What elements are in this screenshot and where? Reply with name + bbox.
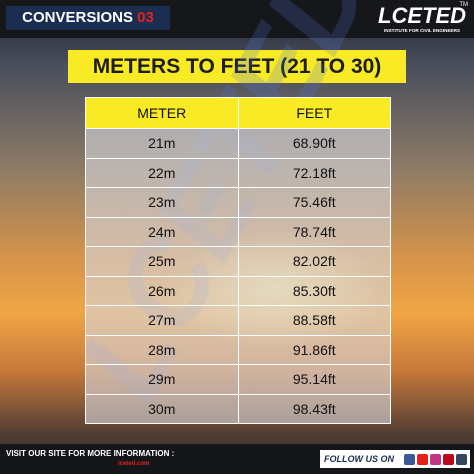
social-icon[interactable] [456,454,467,465]
social-icon[interactable] [443,454,454,465]
feet-cell: 85.30ft [237,275,391,306]
social-icons [402,453,467,471]
column-header: METER [85,97,239,129]
series-number: 03 [137,9,154,26]
series-label: CONVERSIONS 03 [6,6,170,30]
feet-cell: 91.86ft [237,334,391,365]
series-name: CONVERSIONS [22,9,133,26]
follow-box: FOLLOW US ON [320,450,470,468]
meter-cell: 26m [85,275,239,306]
title: METERS TO FEET (21 TO 30) [68,50,406,83]
meter-cell: 21m [85,128,239,159]
feet-cell: 98.43ft [237,393,391,424]
table-row: 26m 85.30ft [85,275,391,306]
feet-cell: 78.74ft [237,216,391,247]
meter-cell: 23m [85,187,239,218]
meter-cell: 27m [85,305,239,336]
conversion-table: METER FEET 21m 68.90ft 22m 72.18ft 23m 75.46f… [85,97,391,424]
table-row: 25m 82.02ft [85,246,391,277]
follow-text: FOLLOW US ON [324,454,394,464]
table-row: 22m 72.18ft [85,157,391,188]
table-row: 27m 88.58ft [85,305,391,336]
table-row: 28m 91.86ft [85,334,391,365]
feet-cell: 72.18ft [237,157,391,188]
table-row: 23m 75.46ft [85,187,391,218]
table-row: 21m 68.90ft [85,128,391,159]
meter-cell: 28m [85,334,239,365]
logo-subtitle: INSTITUTE FOR CIVIL ENGINEERS [384,28,460,33]
feet-cell: 68.90ft [237,128,391,159]
social-icon[interactable] [430,454,441,465]
logo-tm: TM [459,2,468,8]
table-row: 24m 78.74ft [85,216,391,247]
table-row: 30m 98.43ft [85,393,391,424]
table-row: 29m 95.14ft [85,364,391,395]
footer: VISIT OUR SITE FOR MORE INFORMATION : lc… [0,444,474,474]
meter-cell: 25m [85,246,239,277]
table-body: 21m 68.90ft 22m 72.18ft 23m 75.46ft 24m 78.74ft… [85,128,391,424]
social-icon[interactable] [417,454,428,465]
visit-text: VISIT OUR SITE FOR MORE INFORMATION : [6,449,175,458]
meter-cell: 29m [85,364,239,395]
social-icon[interactable] [404,454,415,465]
logo-name: LCETED [378,3,466,28]
feet-cell: 82.02ft [237,246,391,277]
meter-cell: 30m [85,393,239,424]
logo: LCETED TM INSTITUTE FOR CIVIL ENGINEERS [376,2,468,33]
meter-cell: 22m [85,157,239,188]
meter-cell: 24m [85,216,239,247]
website[interactable]: lceted.com [118,461,150,467]
header-row: METER FEET [85,97,391,129]
feet-cell: 88.58ft [237,305,391,336]
feet-cell: 75.46ft [237,187,391,218]
column-header: FEET [237,97,391,129]
feet-cell: 95.14ft [237,364,391,395]
top-bar: CONVERSIONS 03 LCETED TM INSTITUTE FOR C… [0,0,474,38]
